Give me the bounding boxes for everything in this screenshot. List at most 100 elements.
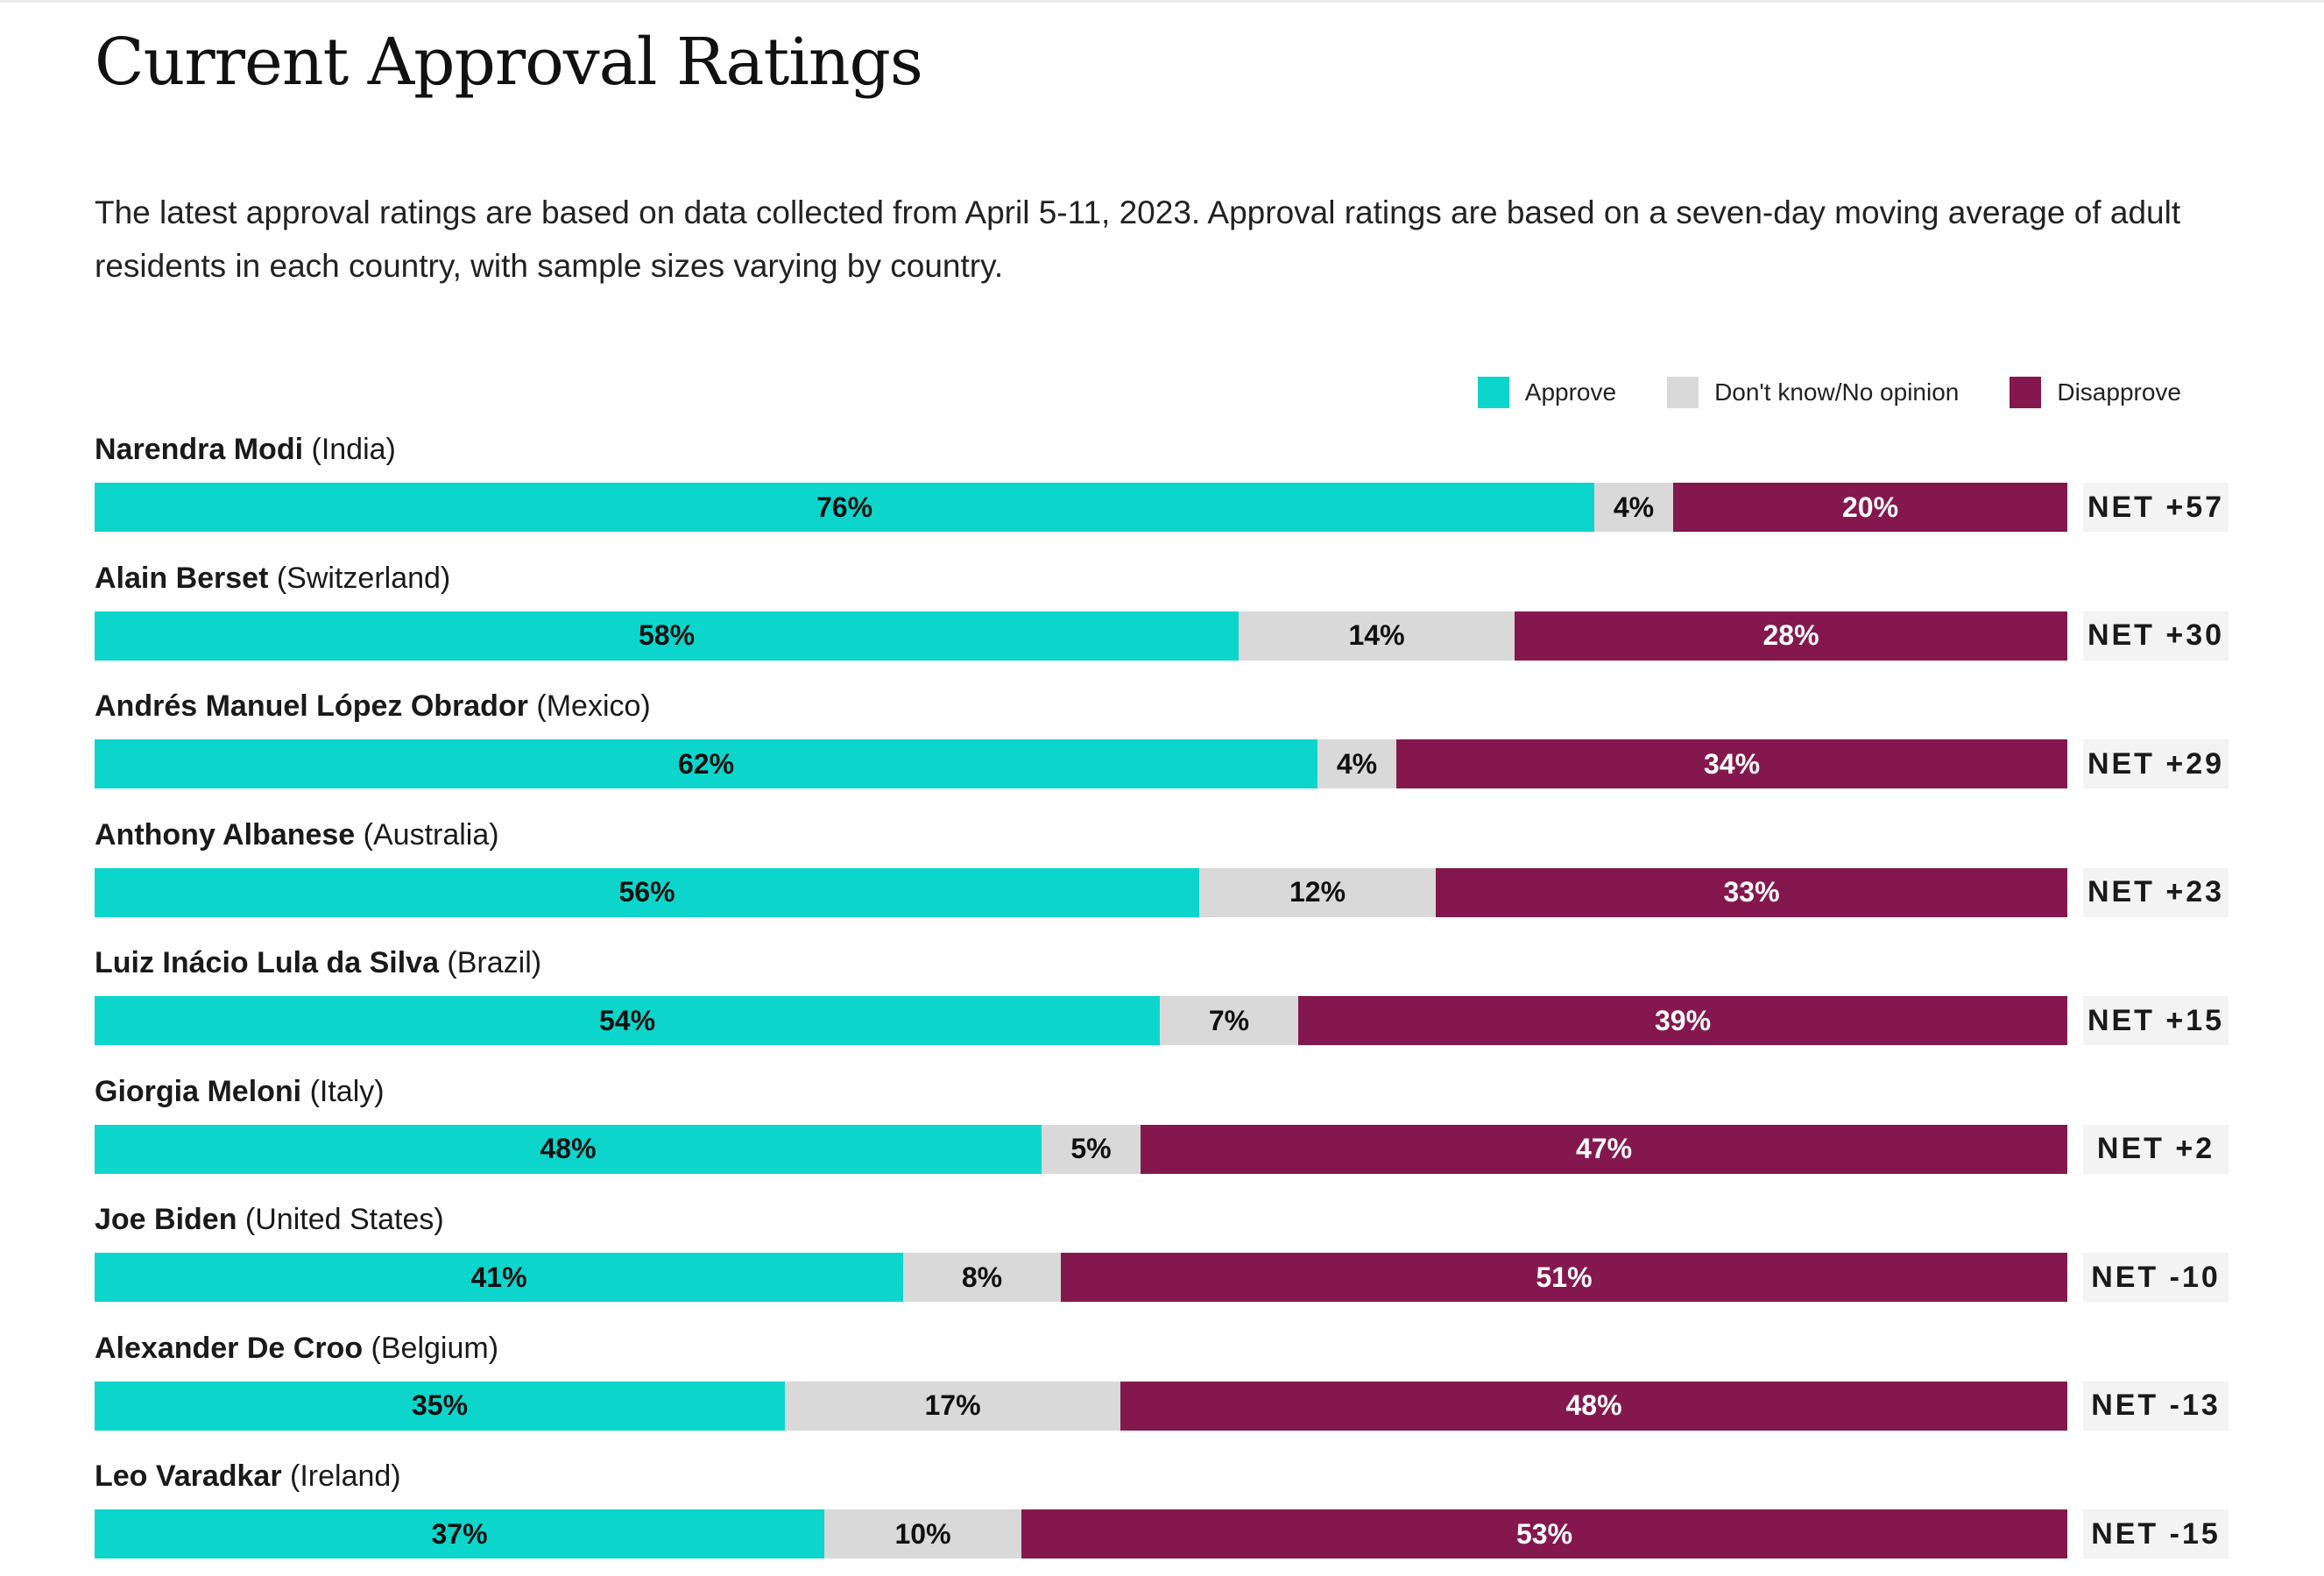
row-label: Narendra Modi (India) (95, 433, 396, 467)
leader-name: Alexander De Croo (95, 1331, 364, 1365)
leader-country: (Ireland) (281, 1459, 401, 1493)
bar-segment-neutral: 7% (1160, 996, 1298, 1045)
net-badge: NET +29 (2083, 739, 2229, 788)
leader-country: (Brazil) (438, 946, 542, 979)
leader-name: Narendra Modi (95, 433, 304, 466)
row-label: Andrés Manuel López Obrador (Mexico) (95, 689, 651, 724)
bar-segment-disapprove: 47% (1141, 1124, 2067, 1174)
legend-swatch-neutral (1667, 377, 1699, 408)
legend-label-disapprove: Disapprove (2057, 378, 2181, 406)
row-label: Giorgia Meloni (Italy) (95, 1075, 385, 1109)
bar-segment-neutral: 5% (1042, 1124, 1141, 1174)
bar-segment-neutral: 8% (903, 1253, 1061, 1302)
data-label-approve: 56% (618, 876, 675, 908)
leader-country: (Mexico) (527, 689, 651, 723)
leader-country: (Belgium) (363, 1331, 499, 1365)
row-label: Leo Varadkar (Ireland) (95, 1459, 401, 1494)
bar-segment-disapprove: 39% (1298, 996, 2067, 1045)
leader-name: Giorgia Meloni (95, 1074, 302, 1108)
bar-segment-disapprove: 34% (1396, 739, 2067, 788)
net-badge: NET +23 (2083, 867, 2229, 917)
legend-item-neutral: Don't know/No opinion (1667, 377, 1959, 408)
data-label-neutral: 10% (894, 1517, 951, 1550)
stacked-bar: 37% 10% 53% (95, 1509, 2067, 1558)
row-label: Anthony Albanese (Australia) (95, 818, 499, 852)
leader-country: (United States) (237, 1203, 444, 1236)
data-label-neutral: 7% (1208, 1004, 1250, 1036)
row-label: Alexander De Croo (Belgium) (95, 1332, 498, 1366)
data-label-approve: 76% (816, 491, 873, 523)
data-label-approve: 41% (470, 1261, 527, 1293)
bar-segment-approve: 48% (95, 1124, 1042, 1174)
bar-segment-disapprove: 20% (1673, 483, 2067, 532)
stacked-bar: 35% 17% 48% (95, 1381, 2067, 1431)
data-label-disapprove: 39% (1654, 1004, 1712, 1036)
stacked-bar: 58% 14% 28% (95, 611, 2067, 661)
data-label-disapprove: 28% (1762, 619, 1819, 651)
leader-country: (Switzerland) (268, 561, 451, 595)
bar-segment-approve: 76% (95, 483, 1594, 532)
data-label-approve: 62% (677, 747, 735, 780)
data-label-disapprove: 53% (1515, 1517, 1573, 1550)
bar-segment-neutral: 14% (1239, 611, 1515, 661)
bar-segment-disapprove: 33% (1436, 867, 2067, 917)
bar-segment-approve: 35% (95, 1381, 785, 1431)
bar-segment-neutral: 4% (1594, 483, 1673, 532)
top-divider (0, 0, 2324, 3)
data-label-neutral: 4% (1613, 491, 1655, 523)
data-label-approve: 37% (431, 1517, 488, 1550)
stacked-bar: 41% 8% 51% (95, 1253, 2067, 1302)
bar-segment-disapprove: 48% (1120, 1381, 2067, 1431)
leader-name: Alain Berset (95, 561, 269, 595)
stacked-bar: 56% 12% 33% (95, 867, 2067, 917)
stacked-bar: 76% 4% 20% (95, 483, 2067, 532)
row-label: Alain Berset (Switzerland) (95, 562, 450, 596)
leader-name: Anthony Albanese (95, 817, 356, 852)
leader-country: (Italy) (301, 1074, 385, 1108)
net-badge: NET -13 (2083, 1381, 2229, 1431)
legend-swatch-approve (1477, 377, 1509, 408)
net-badge: NET +15 (2083, 996, 2229, 1045)
legend-swatch-disapprove (2010, 377, 2042, 408)
leader-country: (Australia) (355, 817, 499, 852)
data-label-neutral: 8% (961, 1261, 1003, 1293)
data-label-approve: 54% (598, 1004, 656, 1036)
bar-segment-approve: 54% (95, 996, 1160, 1045)
data-label-disapprove: 51% (1536, 1261, 1593, 1293)
bar-segment-approve: 37% (95, 1509, 824, 1558)
bar-segment-neutral: 17% (785, 1381, 1120, 1431)
net-badge: NET +2 (2083, 1124, 2229, 1174)
stacked-bar: 48% 5% 47% (95, 1124, 2067, 1174)
data-label-disapprove: 33% (1723, 876, 1780, 908)
page-description: The latest approval ratings are based on… (95, 194, 2181, 284)
data-label-neutral: 12% (1289, 876, 1346, 908)
data-label-neutral: 17% (924, 1389, 981, 1421)
data-label-disapprove: 48% (1565, 1389, 1622, 1421)
bar-segment-disapprove: 51% (1061, 1253, 2067, 1302)
data-label-disapprove: 34% (1703, 747, 1761, 780)
data-label-approve: 48% (540, 1133, 597, 1164)
legend-label-neutral: Don't know/No opinion (1714, 378, 1960, 406)
bar-segment-approve: 56% (95, 867, 1199, 917)
net-badge: NET -15 (2083, 1509, 2229, 1558)
data-label-neutral: 5% (1070, 1133, 1112, 1164)
bar-segment-neutral: 4% (1317, 739, 1396, 788)
net-badge: NET +30 (2083, 611, 2229, 661)
bar-segment-neutral: 12% (1199, 867, 1436, 917)
bar-segment-approve: 41% (95, 1253, 903, 1302)
legend-label-approve: Approve (1524, 378, 1617, 406)
bar-segment-approve: 58% (95, 611, 1239, 661)
net-badge: NET +57 (2083, 483, 2229, 532)
row-label: Luiz Inácio Lula da Silva (Brazil) (95, 946, 541, 980)
row-label: Joe Biden (United States) (95, 1203, 444, 1237)
stacked-bar: 54% 7% 39% (95, 996, 2067, 1045)
leader-country: (India) (303, 433, 396, 466)
data-label-disapprove: 20% (1841, 491, 1899, 523)
bar-segment-approve: 62% (95, 739, 1317, 788)
data-label-neutral: 14% (1348, 619, 1405, 651)
net-badge: NET -10 (2083, 1253, 2229, 1302)
data-label-approve: 58% (638, 619, 696, 651)
data-label-approve: 35% (411, 1389, 469, 1421)
page-title: Current Approval Ratings (95, 25, 923, 100)
